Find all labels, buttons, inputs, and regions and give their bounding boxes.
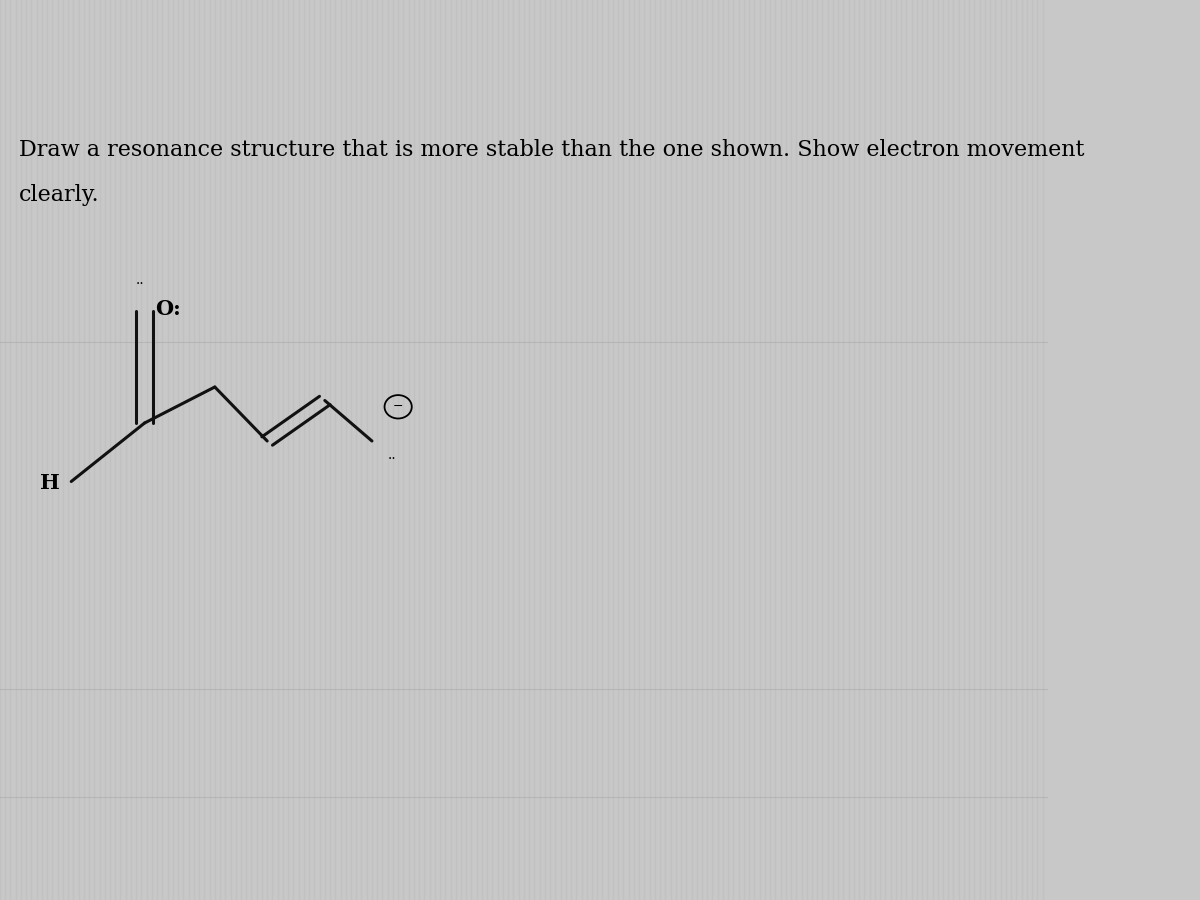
Text: ··: ··: [388, 452, 396, 466]
Text: ··: ··: [136, 276, 145, 291]
Text: H: H: [41, 473, 60, 493]
Text: clearly.: clearly.: [19, 184, 100, 206]
Text: Draw a resonance structure that is more stable than the one shown. Show electron: Draw a resonance structure that is more …: [19, 140, 1085, 161]
Text: O:: O:: [155, 299, 181, 319]
Text: −: −: [392, 400, 403, 413]
